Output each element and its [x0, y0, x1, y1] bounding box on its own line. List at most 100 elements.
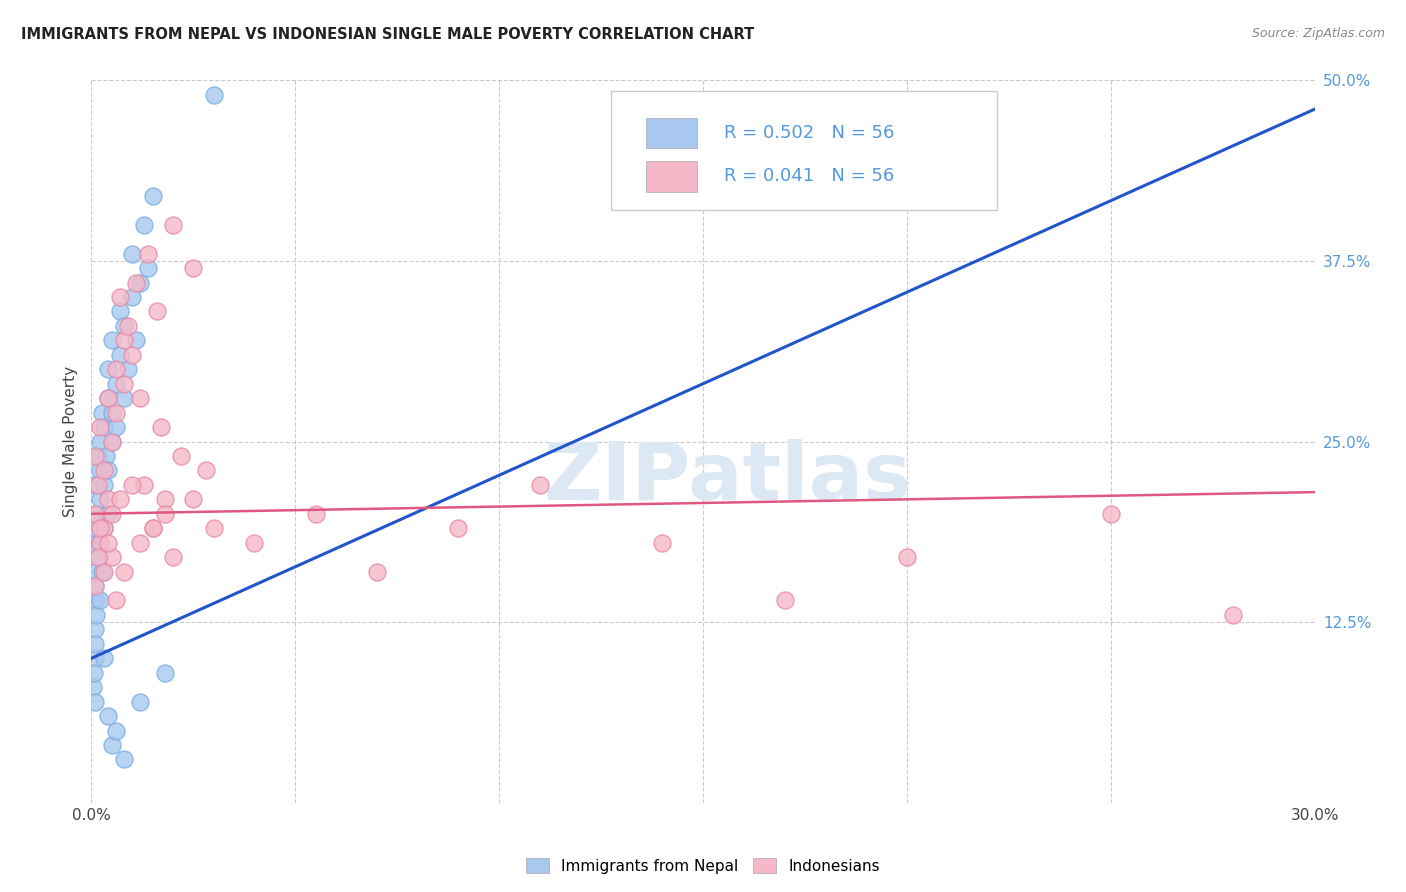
- Point: [141, 521, 163, 535]
- Text: R = 0.041   N = 56: R = 0.041 N = 56: [724, 168, 894, 186]
- Point: [149, 420, 172, 434]
- Point: [112, 318, 135, 333]
- Point: [89, 535, 111, 549]
- Point: [104, 723, 127, 738]
- Legend: Immigrants from Nepal, Indonesians: Immigrants from Nepal, Indonesians: [520, 852, 886, 880]
- Point: [84, 695, 107, 709]
- Point: [104, 420, 127, 434]
- Point: [97, 391, 120, 405]
- Point: [108, 492, 131, 507]
- Point: [97, 492, 120, 507]
- Point: [82, 535, 104, 549]
- Point: [97, 507, 120, 521]
- Point: [93, 478, 115, 492]
- Point: [101, 507, 124, 521]
- Text: R = 0.502   N = 56: R = 0.502 N = 56: [724, 124, 894, 142]
- Point: [89, 593, 111, 607]
- Point: [447, 521, 470, 535]
- Point: [202, 87, 225, 102]
- Point: [129, 535, 152, 549]
- FancyBboxPatch shape: [645, 161, 697, 192]
- Point: [112, 565, 135, 579]
- Point: [141, 189, 163, 203]
- Point: [170, 449, 193, 463]
- Point: [84, 478, 107, 492]
- Point: [84, 565, 107, 579]
- FancyBboxPatch shape: [645, 118, 697, 148]
- Point: [104, 376, 127, 391]
- Point: [129, 391, 152, 405]
- Point: [97, 535, 120, 549]
- Point: [162, 550, 184, 565]
- Text: ZIPatlas: ZIPatlas: [543, 439, 911, 516]
- Point: [108, 348, 131, 362]
- Point: [84, 507, 107, 521]
- Point: [89, 535, 111, 549]
- Point: [366, 565, 388, 579]
- Point: [112, 376, 135, 391]
- Point: [529, 478, 551, 492]
- Point: [104, 362, 127, 376]
- Point: [93, 521, 115, 535]
- Point: [86, 478, 108, 492]
- Point: [162, 218, 184, 232]
- Point: [651, 535, 673, 549]
- Point: [83, 665, 105, 680]
- Point: [125, 276, 148, 290]
- Point: [108, 304, 131, 318]
- Point: [90, 565, 112, 579]
- Point: [83, 637, 105, 651]
- Point: [83, 579, 105, 593]
- Point: [121, 290, 143, 304]
- Point: [84, 623, 107, 637]
- Point: [104, 593, 127, 607]
- Point: [153, 665, 176, 680]
- Point: [89, 463, 111, 477]
- Point: [304, 507, 326, 521]
- Point: [86, 449, 108, 463]
- Point: [896, 550, 918, 565]
- Point: [101, 434, 124, 449]
- Point: [773, 593, 796, 607]
- Point: [153, 507, 176, 521]
- Point: [93, 463, 115, 477]
- Point: [94, 449, 117, 463]
- Point: [194, 463, 217, 477]
- Text: IMMIGRANTS FROM NEPAL VS INDONESIAN SINGLE MALE POVERTY CORRELATION CHART: IMMIGRANTS FROM NEPAL VS INDONESIAN SING…: [21, 27, 755, 42]
- Point: [117, 362, 139, 376]
- Point: [243, 535, 266, 549]
- Point: [101, 406, 124, 420]
- Point: [86, 550, 108, 565]
- Point: [183, 261, 205, 276]
- Point: [97, 362, 120, 376]
- Point: [97, 463, 120, 477]
- Point: [112, 334, 135, 348]
- Point: [202, 521, 225, 535]
- FancyBboxPatch shape: [612, 91, 997, 211]
- Point: [112, 391, 135, 405]
- Point: [89, 420, 111, 434]
- Point: [112, 752, 135, 766]
- Point: [84, 607, 107, 622]
- Point: [97, 709, 120, 723]
- Point: [145, 304, 167, 318]
- Point: [101, 738, 124, 752]
- Point: [87, 550, 110, 565]
- Point: [141, 521, 163, 535]
- Point: [84, 593, 107, 607]
- Point: [97, 391, 120, 405]
- Point: [129, 695, 152, 709]
- Point: [93, 565, 115, 579]
- Point: [183, 492, 205, 507]
- Point: [121, 348, 143, 362]
- Point: [1099, 507, 1122, 521]
- Point: [134, 478, 156, 492]
- Point: [89, 492, 111, 507]
- Point: [129, 276, 152, 290]
- Point: [125, 334, 148, 348]
- Point: [93, 651, 115, 665]
- Point: [121, 478, 143, 492]
- Point: [138, 246, 160, 260]
- Point: [82, 680, 104, 694]
- Point: [86, 507, 108, 521]
